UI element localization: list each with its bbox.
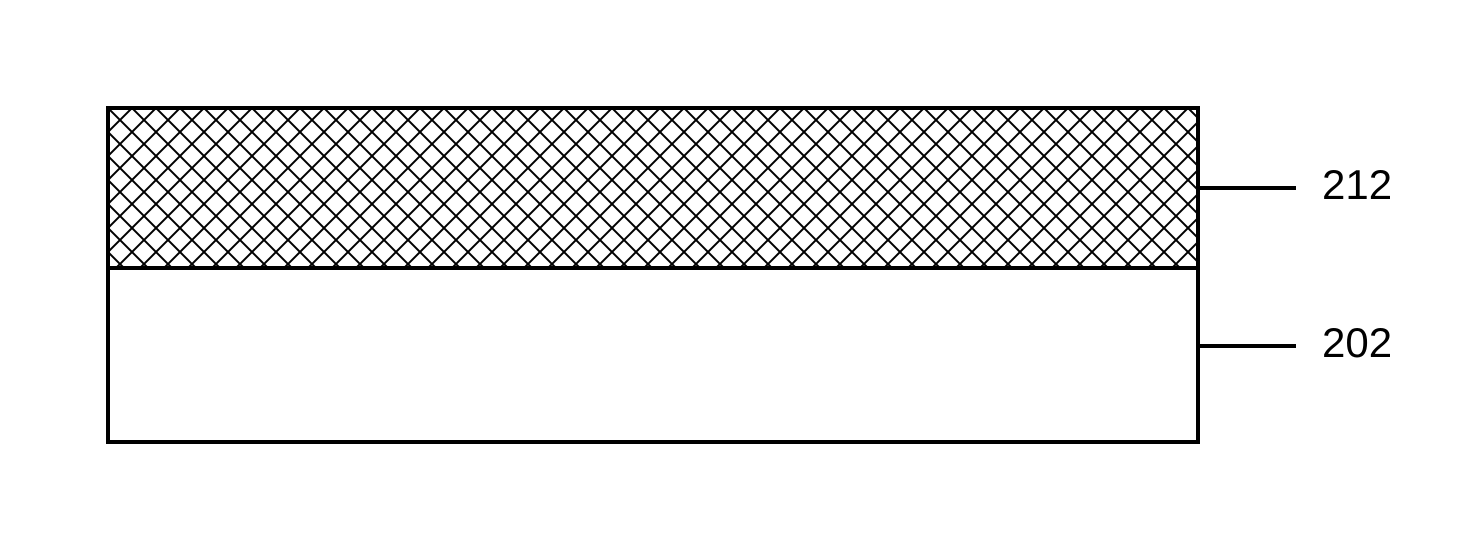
layer-top-layer xyxy=(108,108,1198,268)
layer-label: 212 xyxy=(1322,161,1392,208)
layer-bottom-layer xyxy=(108,268,1198,442)
layer-diagram: 212 202 xyxy=(0,0,1460,546)
layer-label: 202 xyxy=(1322,319,1392,366)
